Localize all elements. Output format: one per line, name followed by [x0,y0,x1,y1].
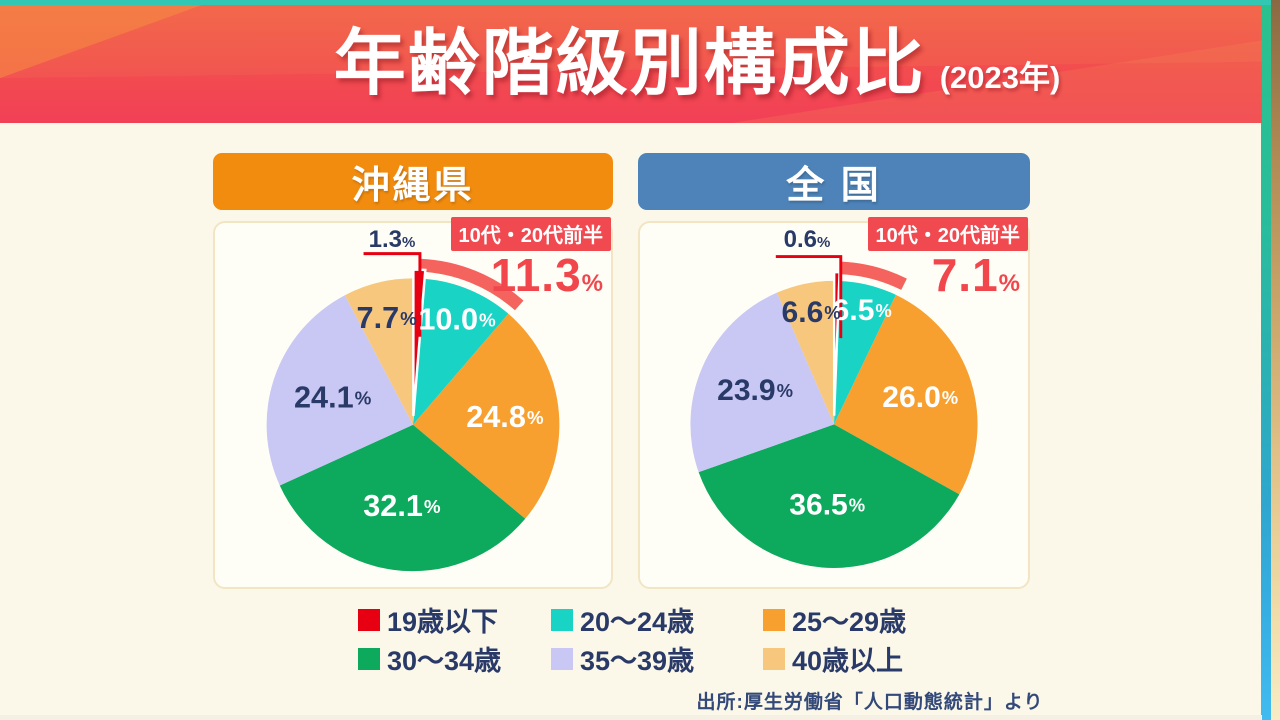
okinawa-chart-area: 10.0% 24.8% 32.1% 24.1% 7.7% 1.3% 10代・20代前半 … [213,217,613,589]
legend-swatch-icon [358,608,380,631]
legend-swatch-icon [551,608,573,631]
leader-line [363,252,422,337]
legend-label: 19歳以下 [387,607,499,637]
pie-slice-35〜39歳 [266,295,413,486]
okinawa-callout-value: 11.3% [490,249,603,301]
legend-label: 20〜24歳 [580,607,695,637]
legend-swatch-icon [763,647,785,670]
pie-slice-25〜29歳 [413,313,560,519]
legend-swatch-icon [358,647,380,670]
legend-item: 30〜34歳 [358,643,551,676]
pie-slice-label: 10.0% [418,302,496,336]
pie-slice-label: 36.5% [789,488,865,521]
legend-item: 20〜24歳 [551,604,763,637]
legend-label: 40歳以上 [792,646,904,676]
okinawa-callout: 10代・20代前半 11.3% [450,217,611,301]
callout-highlight-arc [419,258,524,311]
national-chart-area: 6.5% 26.0% 36.5% 23.9% 6.6% 0.6% 10代・20代前半 7… [638,217,1030,589]
legend-swatch-icon [551,647,573,670]
pie-slice-35〜39歳 [690,292,834,473]
okinawa-callout-badge: 10代・20代前半 [450,217,611,251]
pie-slice-label: 24.1% [294,380,372,414]
legend-item: 35〜39歳 [551,643,763,676]
legend: 19歳以下 20〜24歳 25〜29歳 30〜34歳 35〜39歳 40歳以上 [358,604,948,676]
national-panel: 全 国 6.5% 26.0% 36.5% 23.9% 6.6% 0.6% 10代・20代… [638,153,1030,589]
page-title-year: (2023年) [939,60,1061,95]
pie-slice-label: 24.8% [466,400,544,434]
pie-slice-label: 23.9% [717,373,793,406]
okinawa-under19-label: 1.3% [368,226,416,253]
pie-slice-20〜24歳 [834,280,896,425]
source-note: 出所:厚生労働省「人口動態統計」より [696,692,1044,713]
pie-slice-label: 32.1% [363,489,441,523]
pie-slice-25〜29歳 [834,294,978,495]
pie-slice-30〜34歳 [698,424,960,568]
okinawa-panel: 沖縄県 10.0% 24.8% 32.1% 24.1% 7.7% 1.3% 10代・20… [213,153,613,589]
national-callout: 10代・20代前半 7.1% [867,217,1028,301]
callout-highlight-arc [840,261,907,290]
legend-item: 19歳以下 [358,604,551,637]
pie-slice-30〜34歳 [279,424,526,572]
national-callout-badge: 10代・20代前半 [867,217,1028,251]
legend-label: 25〜29歳 [792,607,907,637]
legend-label: 35〜39歳 [580,646,695,676]
legend-item: 40歳以上 [763,643,948,676]
okinawa-pie-chart: 10.0% 24.8% 32.1% 24.1% 7.7% [266,252,560,572]
pie-slice-40歳以上 [776,280,835,425]
bottom-strip [0,715,1262,720]
page-title: 年齢階級別構成比 [333,24,926,104]
title-banner: 年齢階級別構成比 (2023年) [0,5,1262,123]
legend-label: 30〜34歳 [387,646,502,676]
pie-slice-label: 6.6% [782,295,841,328]
national-under19-label: 0.6% [783,226,831,253]
pie-slice-label: 7.7% [357,301,418,335]
pie-slice-40歳以上 [344,278,413,425]
leader-line [775,255,843,339]
pie-slice-20〜24歳 [413,278,509,425]
right-edge-tan-strip [1271,0,1280,720]
right-edge-teal-strip [1261,0,1271,720]
pie-slice-label: 26.0% [882,380,958,413]
national-panel-header: 全 国 [638,153,1030,210]
national-pie-chart: 6.5% 26.0% 36.5% 23.9% 6.6% [690,255,978,568]
okinawa-panel-header: 沖縄県 [213,153,613,210]
pie-slice-label: 6.5% [833,294,892,327]
top-teal-strip [0,0,1271,5]
legend-item: 25〜29歳 [763,604,948,637]
legend-swatch-icon [763,608,785,631]
national-callout-value: 7.1% [931,249,1020,301]
